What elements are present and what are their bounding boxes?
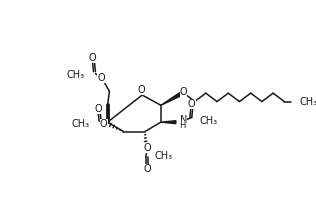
Text: O: O [143,164,151,174]
Text: CH₃: CH₃ [72,119,90,129]
Text: O: O [188,99,196,109]
Text: O: O [100,119,107,129]
Text: O: O [94,104,102,114]
Text: CH₃: CH₃ [199,116,217,126]
Text: N: N [179,115,187,125]
Text: CH₃: CH₃ [154,151,173,161]
Text: O: O [143,143,151,153]
Polygon shape [161,93,181,105]
Text: O: O [97,73,105,83]
Text: O: O [137,85,145,95]
Text: CH₃: CH₃ [67,70,85,80]
Text: O: O [89,53,96,63]
Polygon shape [161,121,176,124]
Text: CH₃: CH₃ [299,97,316,106]
Text: O: O [179,87,187,97]
Text: H: H [179,121,186,130]
